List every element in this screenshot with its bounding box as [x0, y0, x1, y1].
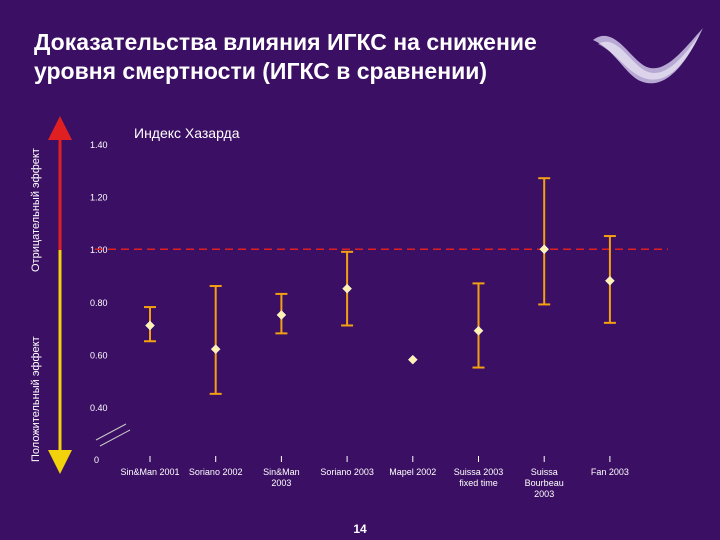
y-tick-label: 1.20 [90, 193, 108, 203]
error-bars [144, 177, 616, 395]
y-tick-label: 0.60 [90, 350, 108, 360]
chart-title: Индекс Хазарда [134, 125, 240, 141]
x-category-label: Suissa 2003 fixed time [454, 467, 504, 488]
swoosh-logo-icon [593, 28, 703, 84]
y-origin-label: 0 [94, 455, 99, 465]
error-bar [472, 282, 485, 369]
y-tick-label: 1.00 [90, 245, 108, 255]
data-point [605, 275, 615, 286]
x-category-label: Suissa Bourbeau 2003 [525, 467, 564, 499]
y-tick-label: 0.80 [90, 298, 108, 308]
x-category-label: Sin&Man 2003 [263, 467, 300, 488]
x-category-label: Mapel 2002 [389, 467, 436, 477]
title-line-1: Доказательства влияния ИГКС на снижение [34, 29, 537, 55]
y-tick-label: 1.40 [90, 140, 108, 150]
data-point [342, 283, 352, 294]
data-point [407, 354, 418, 365]
x-category-label: Sin&Man 2001 [120, 467, 179, 477]
data-points [145, 244, 615, 365]
error-bar [538, 177, 551, 306]
error-bar [209, 285, 222, 395]
data-point [145, 320, 155, 331]
x-category-labels: Sin&Man 2001 Soriano 2002 Sin&Man 2003 Soria… [120, 456, 629, 499]
axis-break-mark-2 [99, 429, 131, 447]
page-number: 14 [353, 522, 367, 536]
data-point [210, 344, 221, 354]
data-point [473, 325, 484, 336]
x-category-label: Fan 2003 [591, 467, 629, 477]
x-category-label: Soriano 2002 [189, 467, 243, 477]
slide-title: Доказательства влияния ИГКС на снижение … [34, 28, 634, 86]
data-point [539, 244, 550, 255]
axis-break-mark-1 [95, 423, 127, 441]
title-line-2: уровня смертности (ИГКС в сравнении) [34, 58, 488, 84]
y-tick-labels: 0.40 0.60 0.80 1.00 1.20 1.40 0 [90, 140, 108, 465]
y-tick-label: 0.40 [90, 403, 108, 413]
data-point [276, 310, 287, 320]
x-category-label: Soriano 2003 [320, 467, 374, 477]
